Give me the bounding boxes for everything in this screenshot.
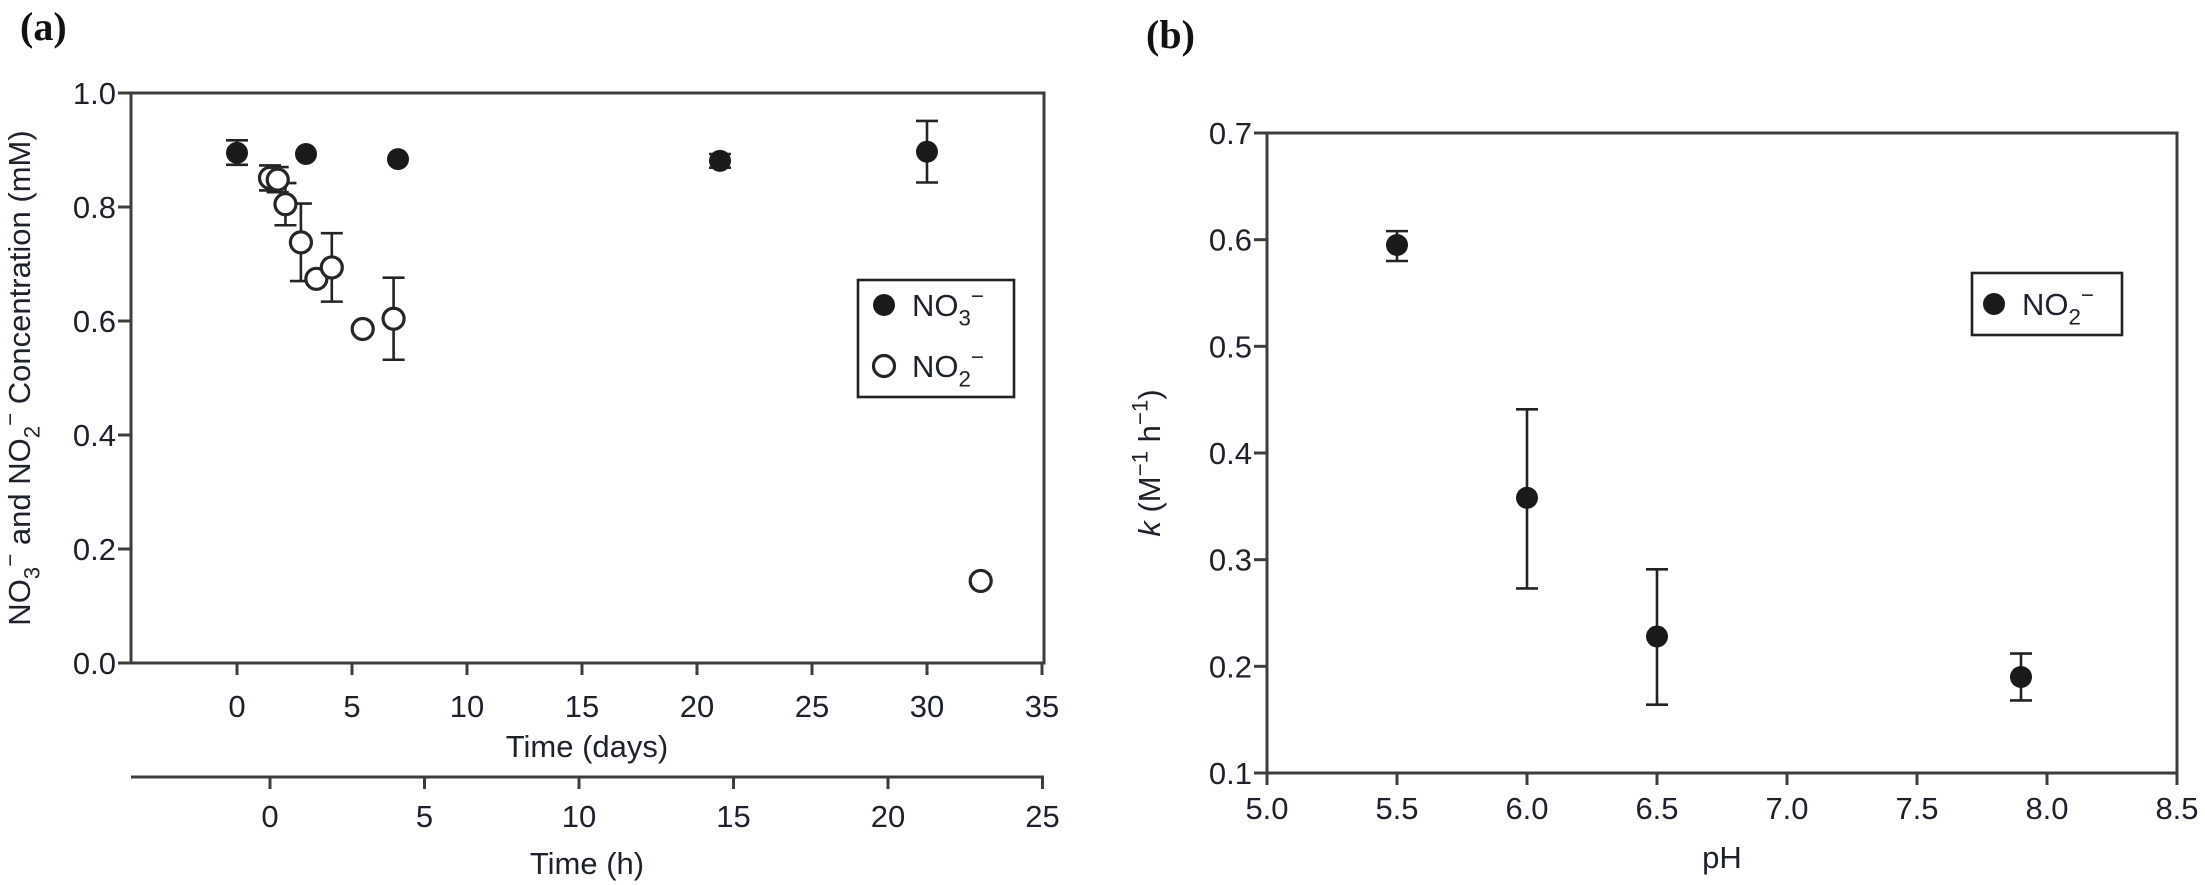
panel-a-y-tick-label: 0.8 xyxy=(73,190,116,225)
panel-a-legend-label-no3: NO3− xyxy=(912,284,984,331)
series-no2-point xyxy=(288,230,313,255)
panel-b-legend-label-no2b: NO2− xyxy=(2022,283,2094,330)
panel-b-x-tick-label: 5.0 xyxy=(1245,791,1288,826)
panel-b-y-tick-label: 0.2 xyxy=(1209,649,1252,684)
panel-a-days-tick-label: 30 xyxy=(910,689,944,724)
panel-b-y-tick-label: 0.3 xyxy=(1209,543,1252,578)
panel-a-days-tick-label: 10 xyxy=(450,689,484,724)
panel-a-days-axis-title: Time (days) xyxy=(506,729,668,764)
series-no3-point xyxy=(387,148,409,171)
series-no2-rate-point xyxy=(2010,666,2032,688)
panel-a-y-axis-title: NO3− and NO2− Concentration (mM) xyxy=(0,130,44,625)
panel-b-x-tick-label: 7.5 xyxy=(1895,791,1938,826)
panel-a-label: (a) xyxy=(20,4,67,49)
panel-b-y-tick-label: 0.4 xyxy=(1209,436,1252,471)
series-no2-rate xyxy=(1386,229,2032,707)
series-no2-rate-point xyxy=(1516,486,1538,509)
series-no3 xyxy=(226,119,938,184)
panel-b-legend-marker-no2b xyxy=(1983,293,2005,315)
panel-a-hours-tick-label: 20 xyxy=(871,799,905,834)
series-no3-point xyxy=(916,140,938,163)
panel-a-y-tick-label: 0.4 xyxy=(73,418,116,453)
series-no2-rate-point xyxy=(1386,234,1408,256)
panel-b-x-tick-label: 8.5 xyxy=(2155,791,2198,826)
panel-b-y-axis-title: k (M−1 h−1) xyxy=(1128,389,1167,536)
series-no2-point xyxy=(273,192,298,217)
panel-a-days-tick-label: 5 xyxy=(343,689,360,724)
chart-b: 0.1 0.2 0.3 0.4 0.5 0.6 0.7 5.0 5.5 6.0 6.5 7.0 7.5 8… xyxy=(1128,116,2199,826)
panel-a-days-tick-label: 0 xyxy=(228,689,245,724)
panel-a-hours-tick-label: 0 xyxy=(261,799,278,834)
series-no2-point xyxy=(265,167,290,192)
panel-a-legend-marker-no3 xyxy=(873,294,895,316)
panel-a-y-tick-label: 0.6 xyxy=(73,304,116,339)
panel-a-days-tick-label: 20 xyxy=(680,689,714,724)
panel-b-x-tick-label: 7.0 xyxy=(1765,791,1808,826)
panel-a-hours-axis-title: Time (h) xyxy=(530,846,644,881)
series-no2-point xyxy=(381,306,406,331)
series-no2-point xyxy=(968,568,993,594)
series-no2 xyxy=(257,164,993,594)
panel-b-y-tick-label: 0.6 xyxy=(1209,223,1252,258)
panel-b-x-axis-title: pH xyxy=(1702,840,1742,875)
panel-a-y-tick-label: 0.0 xyxy=(73,646,116,681)
panel-a-legend-marker-no2 xyxy=(871,353,897,379)
panel-a-hours-tick-label: 25 xyxy=(1025,799,1059,834)
series-no2-point xyxy=(350,316,375,342)
panel-a-days-tick-label: 25 xyxy=(795,689,829,724)
panel-a-hours-tick-label: 5 xyxy=(416,799,433,834)
panel-a-y-tick-label: 0.2 xyxy=(73,532,116,567)
panel-b-x-tick-label: 6.0 xyxy=(1505,791,1548,826)
chart-a: 0.0 0.2 0.4 0.6 0.8 1.0 0 5 10 15 20 25 30 35 0 5 10 15 20… xyxy=(0,76,1060,834)
panel-b-y-tick-label: 0.1 xyxy=(1209,756,1252,791)
panel-b-x-tick-label: 8.0 xyxy=(2025,791,2068,826)
series-no3-point xyxy=(295,142,317,165)
panel-b-y-tick-label: 0.5 xyxy=(1209,329,1252,364)
panel-b-y-tick-label: 0.7 xyxy=(1209,116,1252,151)
panel-b-label: (b) xyxy=(1146,12,1195,57)
panel-b-x-tick-label: 6.5 xyxy=(1635,791,1678,826)
series-no2-point xyxy=(319,255,344,280)
panel-a-days-tick-label: 35 xyxy=(1025,689,1059,724)
panel-b-plot-box xyxy=(1265,131,2179,775)
series-no2-rate-point xyxy=(1646,625,1668,648)
panel-a-plot-box xyxy=(129,91,1046,665)
series-no3-point xyxy=(709,149,731,172)
panel-a-hours-tick-label: 15 xyxy=(716,799,750,834)
panel-a-y-tick-label: 1.0 xyxy=(73,76,116,111)
panel-b-x-tick-label: 5.5 xyxy=(1375,791,1418,826)
panel-a-hours-tick-label: 10 xyxy=(562,799,596,834)
panel-a-days-tick-label: 15 xyxy=(565,689,599,724)
series-no3-point xyxy=(226,141,248,164)
panel-a-legend-label-no2: NO2− xyxy=(912,345,984,392)
